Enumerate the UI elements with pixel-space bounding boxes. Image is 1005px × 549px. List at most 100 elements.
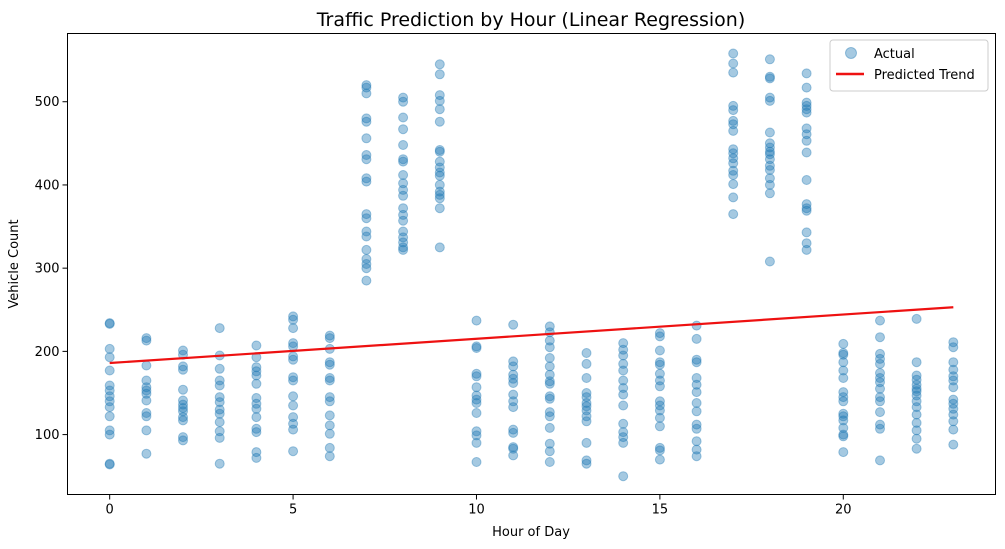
- data-point: [471, 394, 482, 405]
- x-axis-ticks: 0 5 10 15 20: [106, 494, 852, 518]
- data-point: [434, 59, 445, 70]
- data-point: [141, 395, 152, 406]
- data-point: [434, 145, 445, 155]
- y-tick-label: 400: [35, 178, 60, 193]
- data-point: [471, 368, 482, 379]
- data-point: [728, 105, 739, 116]
- data-point: [324, 357, 335, 368]
- data-point: [764, 127, 775, 138]
- data-point: [764, 73, 775, 84]
- data-point: [801, 82, 812, 93]
- data-point: [471, 408, 482, 418]
- data-point: [728, 125, 739, 136]
- plot-area-frame: [67, 33, 996, 495]
- data-point: [691, 419, 702, 430]
- data-point: [398, 124, 409, 135]
- data-point: [288, 418, 299, 429]
- data-point: [471, 426, 482, 437]
- data-point: [544, 335, 555, 346]
- data-point: [654, 328, 665, 339]
- data-point: [544, 327, 555, 338]
- data-point: [508, 361, 519, 372]
- data-point: [434, 146, 445, 157]
- data-point: [838, 373, 849, 383]
- data-point: [508, 319, 519, 330]
- data-point: [214, 432, 225, 443]
- data-point: [288, 338, 299, 349]
- data-point: [691, 357, 702, 368]
- data-point: [838, 365, 849, 376]
- data-point: [654, 357, 665, 368]
- data-point: [508, 389, 519, 400]
- data-point: [948, 375, 959, 386]
- data-point: [911, 433, 922, 444]
- data-point: [691, 451, 702, 462]
- data-point: [324, 359, 335, 370]
- data-point: [801, 104, 812, 115]
- data-point: [178, 406, 188, 417]
- data-point: [434, 193, 445, 204]
- data-point: [838, 387, 849, 398]
- data-point: [838, 348, 849, 358]
- data-point: [361, 259, 372, 269]
- data-point: [508, 443, 519, 454]
- data-point: [581, 398, 592, 408]
- data-point: [875, 423, 885, 434]
- data-point: [654, 368, 665, 379]
- data-point: [728, 100, 739, 111]
- data-point: [324, 330, 335, 341]
- data-point: [104, 391, 115, 402]
- data-point: [911, 313, 922, 324]
- data-point: [508, 442, 519, 453]
- data-point: [691, 436, 702, 447]
- data-point: [251, 452, 262, 463]
- data-point: [764, 160, 775, 171]
- data-point: [544, 407, 555, 418]
- data-point: [398, 96, 409, 107]
- data-point: [508, 450, 519, 461]
- data-point: [434, 167, 445, 178]
- y-tick-label: 100: [35, 428, 60, 443]
- data-point: [875, 419, 885, 430]
- data-point: [691, 373, 702, 383]
- data-point: [544, 391, 555, 402]
- data-point: [141, 375, 152, 386]
- data-point: [728, 192, 739, 203]
- data-point: [654, 454, 665, 465]
- data-point: [875, 348, 885, 359]
- data-point: [471, 390, 482, 401]
- data-point: [911, 383, 922, 394]
- data-point: [691, 444, 702, 455]
- x-tick-label: 20: [835, 503, 852, 518]
- data-point: [728, 209, 739, 220]
- data-point: [764, 95, 775, 106]
- data-point: [838, 429, 849, 440]
- data-point: [214, 363, 225, 374]
- data-point: [654, 400, 665, 411]
- data-point: [178, 384, 188, 395]
- data-point: [618, 338, 629, 349]
- data-point: [948, 439, 959, 450]
- data-point: [324, 410, 335, 421]
- data-point: [801, 227, 812, 238]
- data-point: [288, 354, 299, 365]
- data-point: [801, 203, 812, 214]
- data-point: [875, 455, 885, 466]
- data-point: [654, 445, 665, 456]
- data-point: [141, 448, 152, 459]
- data-point: [618, 437, 629, 448]
- data-point: [691, 320, 702, 331]
- data-point: [838, 422, 849, 433]
- data-point: [544, 378, 555, 389]
- data-point: [508, 356, 519, 367]
- data-point: [324, 333, 335, 344]
- data-point: [801, 129, 812, 140]
- data-point: [801, 135, 812, 146]
- data-point: [875, 383, 885, 394]
- data-point: [618, 344, 629, 355]
- data-point: [214, 404, 225, 415]
- data-point: [178, 403, 188, 413]
- data-point: [361, 263, 372, 274]
- data-point: [581, 373, 592, 383]
- data-point: [508, 396, 519, 407]
